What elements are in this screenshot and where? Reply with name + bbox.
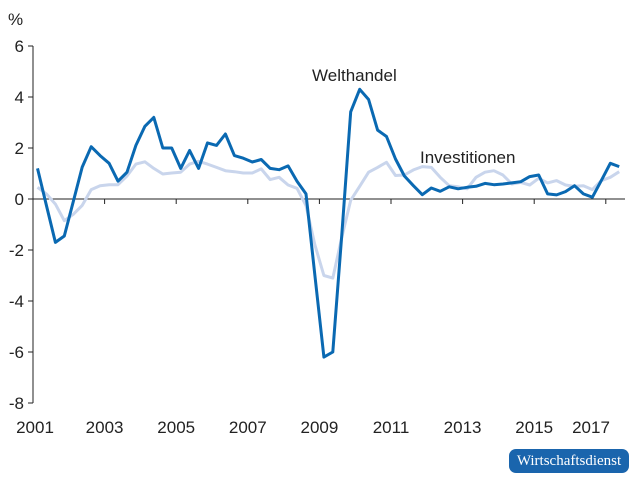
x-tick-label: 2007 xyxy=(229,418,267,437)
x-tick-label: 2009 xyxy=(300,418,338,437)
series-label-welthandel: Welthandel xyxy=(312,66,397,85)
series-label-investitionen: Investitionen xyxy=(420,148,515,167)
x-tick-label: 2001 xyxy=(16,418,54,437)
x-tick-label: 2011 xyxy=(373,418,410,437)
series-line-welthandel xyxy=(36,87,620,359)
y-tick-label: 6 xyxy=(15,37,24,56)
y-tick-label: 2 xyxy=(15,139,24,158)
y-tick-label: 0 xyxy=(15,190,24,209)
y-tick-label: -8 xyxy=(9,394,24,413)
y-axis-unit: % xyxy=(8,10,23,29)
y-tick-label: -2 xyxy=(9,241,24,260)
x-tick-label: 2015 xyxy=(515,418,553,437)
y-tick-label: 4 xyxy=(15,88,24,107)
x-tick-label: 2013 xyxy=(444,418,482,437)
y-tick-label: -4 xyxy=(9,292,24,311)
y-tick-label: -6 xyxy=(9,343,24,362)
wirtschaftsdienst-logo: Wirtschaftsdienst xyxy=(509,449,629,473)
series-line-investitionen xyxy=(36,159,620,280)
x-tick-label: 2017 xyxy=(572,418,610,437)
x-tick-label: 2003 xyxy=(86,418,124,437)
x-tick-label: 2005 xyxy=(157,418,195,437)
